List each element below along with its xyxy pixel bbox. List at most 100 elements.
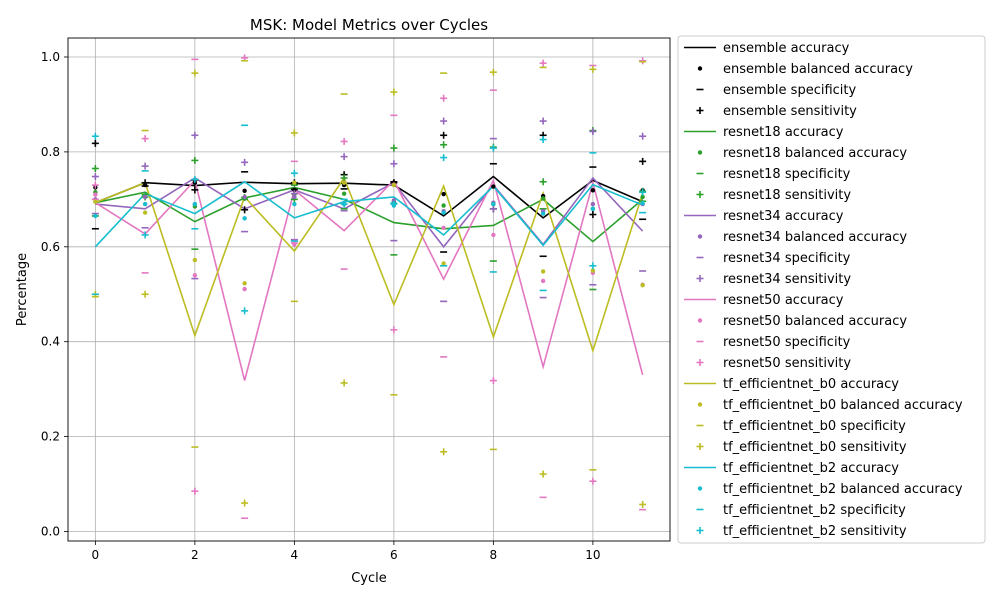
ensemble-sensitivity-point bbox=[440, 131, 448, 139]
y-tick-label: 0.4 bbox=[41, 335, 60, 349]
resnet34-sensitivity-point bbox=[241, 158, 249, 166]
ensemble-balanced-accuracy-point bbox=[491, 184, 496, 189]
resnet34-sensitivity-point bbox=[489, 205, 497, 213]
legend-label: tf_efficientnet_b0 accuracy bbox=[723, 377, 899, 392]
tf_efficientnet_b2-sensitivity-point bbox=[390, 200, 398, 208]
resnet18-sensitivity-point bbox=[539, 178, 547, 186]
grid bbox=[68, 38, 670, 541]
x-axis-label: Cycle bbox=[351, 571, 387, 586]
legend-box bbox=[677, 35, 986, 544]
legend-label: resnet18 sensitivity bbox=[723, 188, 851, 203]
tf_efficientnet_b2-balanced-accuracy-point bbox=[142, 201, 148, 207]
legend-label: resnet34 sensitivity bbox=[723, 272, 851, 287]
resnet18-sensitivity-point bbox=[191, 156, 199, 164]
legend-handle-plus bbox=[696, 275, 704, 282]
tf_efficientnet_b2-sensitivity-point bbox=[440, 154, 448, 162]
tf_efficientnet_b2-sensitivity-point bbox=[539, 136, 547, 144]
x-tick-label: 2 bbox=[191, 548, 199, 562]
resnet50-balanced-accuracy-point bbox=[441, 225, 446, 231]
x-tick-label: 8 bbox=[490, 548, 498, 562]
resnet50-balanced-accuracy-point bbox=[491, 232, 496, 238]
resnet50-sensitivity-point bbox=[390, 326, 398, 334]
ensemble-sensitivity-point bbox=[589, 211, 597, 219]
tf_efficientnet_b2-sensitivity-point bbox=[639, 188, 647, 196]
resnet34-balanced-accuracy-point bbox=[142, 194, 148, 200]
legend-label: resnet50 sensitivity bbox=[723, 356, 851, 371]
tf_efficientnet_b2-sensitivity-point bbox=[91, 132, 99, 140]
x-tick-label: 6 bbox=[390, 548, 398, 562]
tf_efficientnet_b0-balanced-accuracy-point bbox=[590, 268, 596, 273]
y-axis-label: Percentage bbox=[15, 253, 30, 326]
ensemble-sensitivity-point bbox=[191, 186, 199, 194]
resnet18-balanced-accuracy-point bbox=[540, 196, 546, 201]
legend-handle-dot bbox=[697, 486, 703, 491]
tf_efficientnet_b0-balanced-accuracy-point bbox=[242, 281, 247, 286]
resnet18-sensitivity-point bbox=[390, 144, 398, 152]
legend-handle-plus bbox=[696, 191, 704, 198]
tf_efficientnet_b0-sensitivity-point bbox=[290, 129, 298, 137]
resnet34-accuracy-line bbox=[95, 176, 644, 249]
tf_efficientnet_b2-sensitivity-point bbox=[191, 175, 199, 183]
tf_efficientnet_b0-accuracy-line bbox=[95, 176, 644, 354]
resnet50-accuracy-line bbox=[94, 178, 644, 381]
resnet34-sensitivity-point bbox=[390, 160, 398, 168]
resnet50-sensitivity-point bbox=[639, 57, 647, 65]
tf_efficientnet_b2-balanced-accuracy-point bbox=[540, 211, 546, 216]
legend-handle-plus bbox=[696, 443, 704, 450]
tf_efficientnet_b0-balanced-accuracy-point bbox=[93, 199, 98, 204]
tf_efficientnet_b2-sensitivity-point bbox=[141, 231, 149, 239]
x-tick-label: 4 bbox=[291, 548, 299, 562]
legend: ensemble accuracy ensemble balanced accur… bbox=[677, 35, 986, 544]
tf_efficientnet_b2-balanced-accuracy-point bbox=[93, 213, 98, 219]
legend-handle-dot bbox=[697, 234, 703, 239]
y-tick-label: 1.0 bbox=[41, 50, 60, 64]
resnet50-sensitivity-point bbox=[91, 181, 99, 189]
resnet34-sensitivity-point bbox=[639, 132, 647, 140]
resnet18-balanced-accuracy-point bbox=[640, 194, 645, 200]
tf_efficientnet_b0-balanced-accuracy-point bbox=[640, 283, 645, 288]
ensemble-accuracy-line bbox=[95, 175, 643, 219]
legend-label: ensemble accuracy bbox=[723, 41, 850, 56]
tf_efficientnet_b0-sensitivity-point bbox=[241, 499, 249, 507]
legend-label: resnet18 balanced accuracy bbox=[723, 146, 907, 161]
legend-label: resnet34 accuracy bbox=[723, 209, 844, 224]
ensemble-balanced-accuracy-point bbox=[441, 191, 446, 197]
tf_efficientnet_b0-balanced-accuracy-point bbox=[391, 182, 397, 188]
legend-label: resnet18 specificity bbox=[723, 167, 851, 182]
legend-label: ensemble sensitivity bbox=[723, 104, 857, 119]
axes: 0 2 4 6 8 10 0.0 0.2 0.4 0.6 0.8 1.0 bbox=[41, 50, 601, 562]
tf_efficientnet_b0-sensitivity-point bbox=[390, 88, 398, 96]
ensemble-sensitivity-point bbox=[639, 157, 647, 165]
tf_efficientnet_b0-balanced-accuracy-point bbox=[441, 261, 446, 266]
legend-label: tf_efficientnet_b2 specificity bbox=[723, 503, 906, 518]
tf_efficientnet_b2-balanced-accuracy-point bbox=[590, 206, 596, 212]
legend-handle-dot bbox=[697, 318, 703, 323]
legend-handle-dot bbox=[697, 402, 703, 407]
tf_efficientnet_b0-sensitivity-point bbox=[440, 448, 448, 456]
resnet34-balanced-accuracy-point bbox=[590, 201, 596, 207]
legend-label: ensemble balanced accuracy bbox=[723, 62, 913, 77]
tf_efficientnet_b2-balanced-accuracy-point bbox=[292, 201, 297, 207]
resnet50-balanced-accuracy-point bbox=[242, 286, 247, 292]
tf_efficientnet_b2-sensitivity-point bbox=[290, 169, 298, 177]
resnet50-sensitivity-point bbox=[589, 477, 597, 485]
legend-handle-dot bbox=[697, 66, 703, 71]
tf_efficientnet_b0-sensitivity-point bbox=[340, 379, 348, 387]
resnet50-sensitivity-point bbox=[539, 59, 547, 67]
legend-label: tf_efficientnet_b0 specificity bbox=[723, 419, 906, 434]
resnet18-accuracy-line bbox=[95, 186, 644, 243]
resnet34-sensitivity-point bbox=[290, 190, 298, 198]
resnet18-sensitivity-point bbox=[440, 141, 448, 149]
legend-label: tf_efficientnet_b0 balanced accuracy bbox=[723, 398, 963, 413]
resnet18-balanced-accuracy-point bbox=[341, 191, 347, 196]
ensemble-balanced-accuracy-point bbox=[590, 188, 596, 193]
legend-handle-plus bbox=[696, 527, 704, 534]
resnet34-balanced-accuracy-point bbox=[242, 194, 247, 200]
tf_efficientnet_b0-sensitivity-point bbox=[489, 68, 497, 76]
legend-label: tf_efficientnet_b2 sensitivity bbox=[723, 524, 907, 539]
resnet34-sensitivity-point bbox=[589, 127, 597, 135]
resnet50-sensitivity-point bbox=[489, 377, 497, 385]
x-tick-label: 0 bbox=[92, 548, 100, 562]
resnet50-balanced-accuracy-point bbox=[93, 192, 98, 197]
